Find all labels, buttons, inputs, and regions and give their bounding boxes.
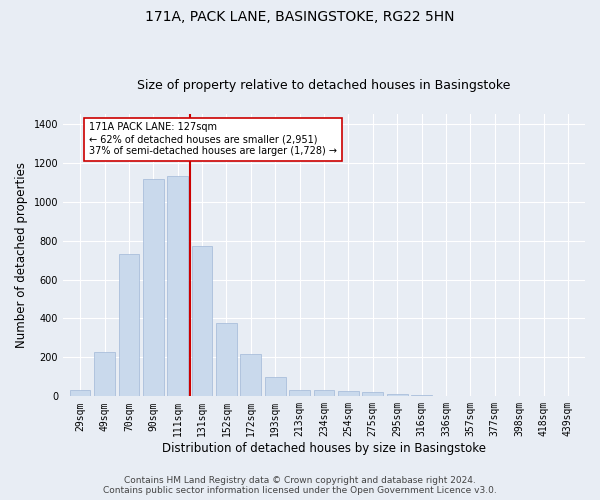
Bar [216, 324, 237, 396]
Bar [362, 392, 383, 396]
Bar [143, 179, 164, 396]
Bar [119, 254, 139, 396]
Text: 171A PACK LANE: 127sqm
← 62% of detached houses are smaller (2,951)
37% of semi-: 171A PACK LANE: 127sqm ← 62% of detached… [89, 122, 337, 156]
Bar [387, 394, 407, 396]
Bar [192, 246, 212, 396]
Text: 171A, PACK LANE, BASINGSTOKE, RG22 5HN: 171A, PACK LANE, BASINGSTOKE, RG22 5HN [145, 10, 455, 24]
Bar [338, 392, 359, 396]
Bar [289, 390, 310, 396]
X-axis label: Distribution of detached houses by size in Basingstoke: Distribution of detached houses by size … [162, 442, 486, 455]
Title: Size of property relative to detached houses in Basingstoke: Size of property relative to detached ho… [137, 79, 511, 92]
Bar [314, 390, 334, 396]
Y-axis label: Number of detached properties: Number of detached properties [15, 162, 28, 348]
Bar [167, 176, 188, 396]
Bar [70, 390, 91, 396]
Bar [241, 354, 261, 397]
Bar [265, 377, 286, 396]
Text: Contains HM Land Registry data © Crown copyright and database right 2024.
Contai: Contains HM Land Registry data © Crown c… [103, 476, 497, 495]
Bar [94, 352, 115, 397]
